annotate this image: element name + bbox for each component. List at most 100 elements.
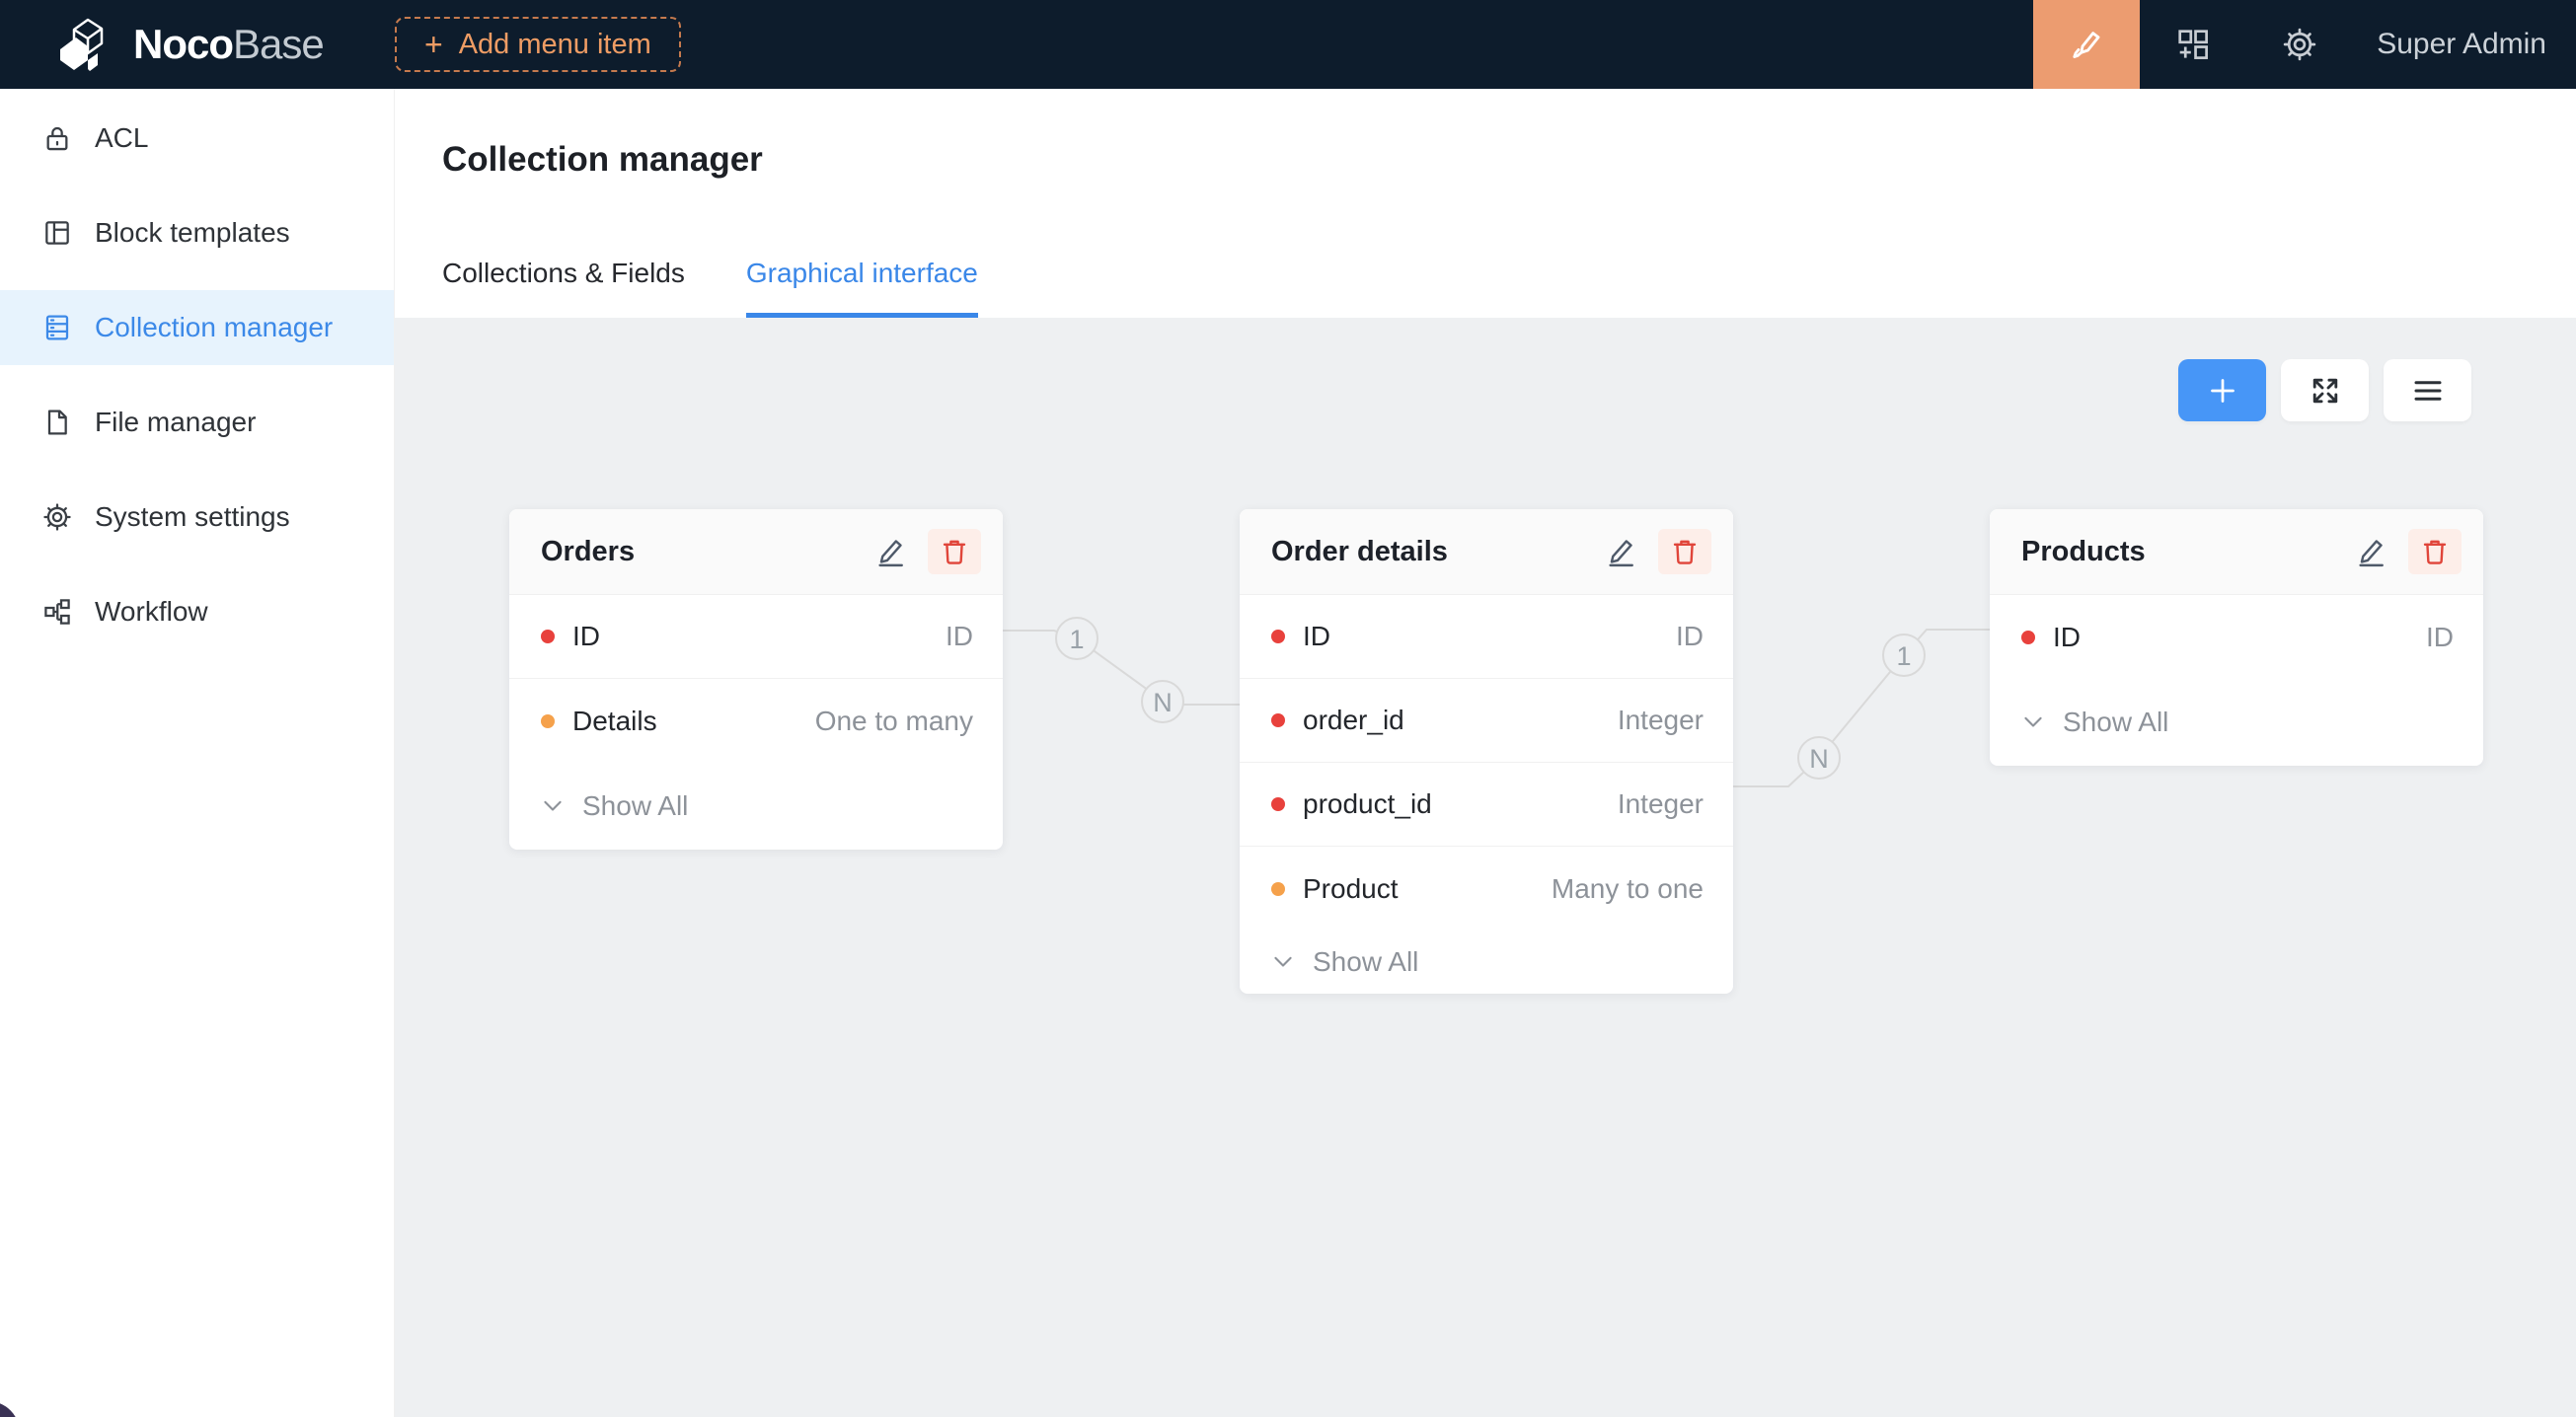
sidebar-item-acl[interactable]: ACL: [0, 101, 394, 176]
add-menu-item-button[interactable]: + Add menu item: [395, 17, 681, 72]
add-menu-item-label: Add menu item: [458, 28, 651, 60]
field-type: Integer: [1617, 705, 1704, 735]
field-row[interactable]: product_id Integer: [1240, 763, 1733, 847]
tab-collections-and-fields[interactable]: Collections & Fields: [442, 258, 685, 288]
entity-title: Order details: [1271, 535, 1448, 567]
menu-icon: [2414, 380, 2441, 401]
chevron-down-icon: [2024, 716, 2042, 727]
logo-text: NocoBase: [133, 21, 325, 68]
entity-card-order-details[interactable]: Order details: [1240, 509, 1733, 994]
page-header: Collection manager Collections & Fields …: [395, 89, 2576, 318]
show-all-label: Show All: [1313, 946, 1419, 977]
entity-header: Order details: [1240, 509, 1733, 595]
field-name: ID: [1303, 621, 1330, 651]
field-name: order_id: [1303, 705, 1404, 735]
delete-collection-button[interactable]: [928, 529, 981, 574]
layout-icon: [45, 221, 69, 245]
trash-icon: [1673, 540, 1697, 564]
add-collection-button[interactable]: [2178, 359, 2266, 421]
page-title: Collection manager: [442, 140, 763, 179]
gear-icon: [43, 503, 71, 531]
cardinality-badge-one: 1: [1882, 634, 1926, 677]
sidebar-item-file-manager[interactable]: File manager: [0, 385, 394, 460]
delete-collection-button[interactable]: [2408, 529, 2462, 574]
sidebar-item-system-settings[interactable]: System settings: [0, 480, 394, 555]
nocobase-logo[interactable]: NocoBase: [54, 16, 395, 73]
sidebar-item-block-templates[interactable]: Block templates: [0, 195, 394, 270]
field-type: ID: [2426, 621, 2454, 652]
chevron-down-icon: [1274, 956, 1292, 967]
sidebar-item-label: ACL: [95, 122, 149, 153]
field-name: product_id: [1303, 788, 1432, 819]
sidebar-item-label: Workflow: [95, 596, 208, 627]
tab-graphical-interface[interactable]: Graphical interface: [745, 258, 978, 318]
foreign-key-dot: [1271, 797, 1285, 811]
field-row[interactable]: Details One to many: [509, 679, 1003, 763]
field-row[interactable]: Product Many to one: [1240, 847, 1733, 931]
field-type: ID: [1676, 621, 1704, 651]
database-icon: [45, 315, 69, 340]
relation-dot: [541, 713, 555, 728]
fullscreen-button[interactable]: [2281, 359, 2369, 421]
entity-title: Products: [2021, 535, 2146, 567]
chevron-down-icon: [544, 800, 562, 811]
entity-header: Products: [1990, 509, 2483, 595]
edit-collection-button[interactable]: [1599, 530, 1642, 573]
workflow-icon: [44, 599, 70, 625]
navbar-right-cluster: Super Admin: [2033, 0, 2576, 89]
system-settings-button[interactable]: [2246, 0, 2353, 89]
field-type: Integer: [1617, 788, 1704, 819]
plus-icon: [2210, 378, 2235, 403]
current-user-menu[interactable]: Super Admin: [2377, 28, 2546, 60]
graph-canvas[interactable]: 1 N N 1: [395, 318, 2576, 1417]
sidebar-item-collection-manager[interactable]: Collection manager: [0, 290, 394, 365]
svg-text:1: 1: [1896, 641, 1911, 671]
nocobase-cube-icon: [60, 18, 104, 71]
field-type: One to many: [814, 705, 973, 736]
collection-list-menu-button[interactable]: [2384, 359, 2471, 421]
field-name: Details: [572, 705, 657, 736]
edit-icon: [1609, 540, 1633, 567]
field-name: ID: [572, 621, 600, 651]
connection-orders-orderdetails: [1003, 630, 1240, 706]
field-row[interactable]: ID ID: [509, 595, 1003, 679]
show-all-button[interactable]: Show All: [1240, 931, 1733, 994]
foreign-key-dot: [1271, 713, 1285, 727]
plugins-button[interactable]: [2140, 0, 2246, 89]
edit-collection-button[interactable]: [2349, 530, 2392, 573]
app-body: ACL Block templates Collection manager: [0, 89, 2576, 1417]
canvas-toolbar: [2178, 359, 2471, 421]
delete-collection-button[interactable]: [1658, 529, 1711, 574]
show-all-button[interactable]: Show All: [1990, 679, 2483, 766]
field-name: ID: [2053, 621, 2081, 652]
relation-dot: [1271, 881, 1285, 896]
edit-icon: [2359, 540, 2384, 567]
sidebar-item-workflow[interactable]: Workflow: [0, 574, 394, 649]
primary-key-dot: [541, 630, 555, 643]
entity-header: Orders: [509, 509, 1003, 595]
show-all-button[interactable]: Show All: [509, 763, 1003, 850]
entity-card-orders[interactable]: Orders: [509, 509, 1003, 850]
field-row[interactable]: ID ID: [1240, 595, 1733, 679]
svg-text:1: 1: [1069, 625, 1084, 654]
entity-card-products[interactable]: Products: [1990, 509, 2483, 766]
appstore-add-icon: [2178, 30, 2209, 59]
logo-text-light: Base: [233, 21, 325, 67]
file-icon: [47, 410, 67, 435]
field-row[interactable]: order_id Integer: [1240, 679, 1733, 763]
sidebar-item-label: System settings: [95, 501, 290, 532]
trash-icon: [943, 540, 966, 564]
field-row[interactable]: ID ID: [1990, 595, 2483, 679]
sidebar-item-label: Collection manager: [95, 312, 334, 342]
show-all-label: Show All: [582, 790, 689, 821]
entity-title: Orders: [541, 535, 636, 567]
field-type: Many to one: [1551, 872, 1704, 904]
tab-bar: Collections & Fields Graphical interface: [442, 258, 978, 318]
field-type: ID: [946, 621, 973, 651]
connection-orderdetails-products: [1733, 629, 1990, 787]
fullscreen-icon: [2312, 378, 2337, 403]
edit-collection-button[interactable]: [869, 530, 912, 573]
settings-icon: [2283, 28, 2316, 61]
ui-editor-toggle-button[interactable]: [2033, 0, 2141, 89]
